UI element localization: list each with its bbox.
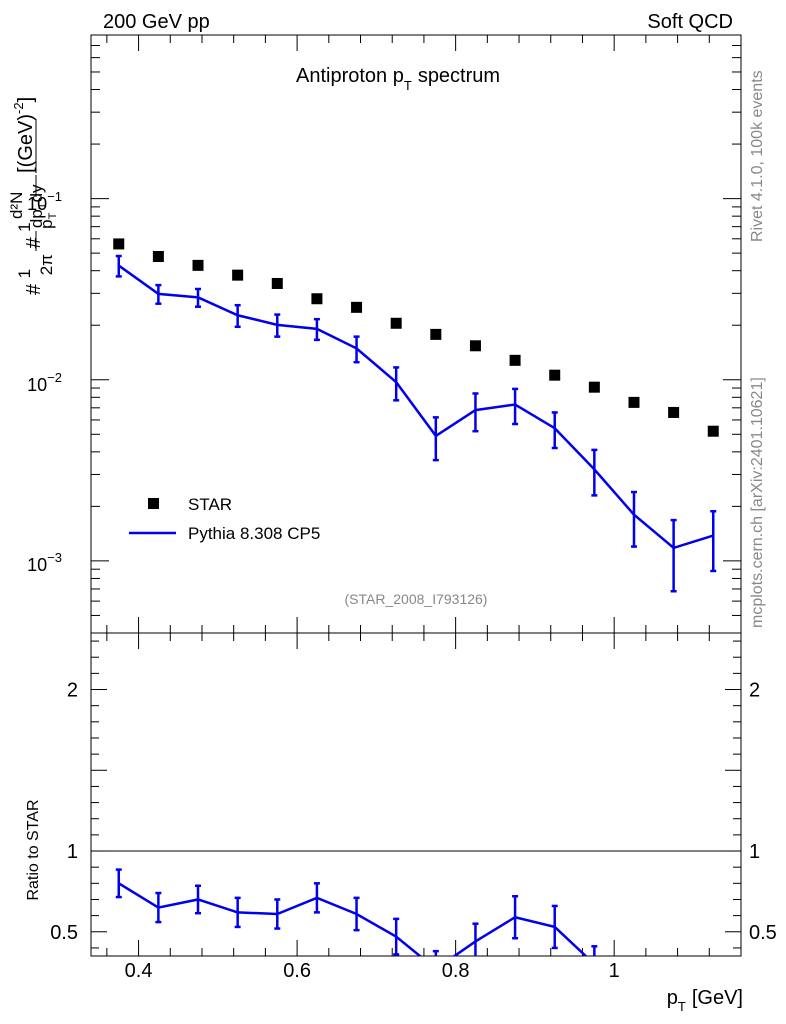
mcplots-label: mcplots.cern.ch [arXiv:2401.10621] <box>749 377 766 628</box>
data-point <box>509 354 521 366</box>
ratio-y-tick-label-right: 0.5 <box>749 922 777 944</box>
data-point <box>271 277 283 289</box>
x-tick-label: 0.4 <box>125 960 153 982</box>
y-axis-label: # 1 2π # 1 pT d²N dpTdy [(GeV)-2] <box>5 97 61 295</box>
data-series <box>113 238 719 437</box>
data-point <box>192 259 204 271</box>
data-point <box>311 293 323 305</box>
legend: STAR Pythia 8.308 CP5 <box>129 495 320 543</box>
data-point <box>668 406 680 418</box>
data-point <box>351 301 363 313</box>
ratio-y-label: Ratio to STAR <box>25 799 42 900</box>
header-right: Soft QCD <box>647 11 733 33</box>
ratio-y-tick-label-right: 2 <box>749 680 760 702</box>
data-point <box>430 328 442 340</box>
legend-label-star: STAR <box>188 495 232 514</box>
ratio-plot-frame <box>90 632 742 957</box>
x-axis-label: pT [GeV] <box>667 987 743 1014</box>
ratio-tick-labels: 0.5 0.5 1 1 2 2 <box>50 680 777 944</box>
main-plot-frame <box>90 34 742 634</box>
x-tick-label: 0.6 <box>283 960 311 982</box>
y-tick-label-1: 10−1 <box>27 189 62 214</box>
legend-label-pythia: Pythia 8.308 CP5 <box>188 524 320 543</box>
legend-marker-star <box>148 498 159 509</box>
analysis-id: (STAR_2008_I793126) <box>345 591 488 607</box>
data-point <box>232 269 244 281</box>
data-point <box>588 381 600 393</box>
ratio-y-tick-label-right: 1 <box>749 841 760 863</box>
ratio-y-tick-label: 0.5 <box>50 922 78 944</box>
y-tick-label-2: 10−2 <box>27 370 62 395</box>
y-tick-labels: 10−1 10−2 10−3 <box>27 189 62 575</box>
header-left: 200 GeV pp <box>103 11 210 33</box>
data-point <box>113 238 125 250</box>
x-tick-label: 1 <box>609 960 620 982</box>
ratio-y-tick-label: 2 <box>67 680 78 702</box>
data-point <box>469 340 481 352</box>
data-point <box>549 369 561 381</box>
main-axis-ticks <box>91 34 742 634</box>
mc-series <box>115 254 717 593</box>
x-tick-labels: 0.4 0.6 0.8 1 <box>125 960 620 982</box>
ratio-series <box>115 868 598 956</box>
mc-line <box>118 264 714 550</box>
data-point <box>707 425 719 437</box>
svg-text:# 1 2π #: # 1 2π # 1 pT d²N dpTdy [(GeV)-2] <box>5 97 61 295</box>
x-tick-label: 0.8 <box>442 960 470 982</box>
rivet-label: Rivet 4.1.0, 100k events <box>749 70 766 242</box>
data-point <box>390 317 402 329</box>
data-point <box>628 396 640 408</box>
y-tick-label-3: 10−3 <box>27 550 62 575</box>
data-point <box>152 251 164 263</box>
chart-title: Antiproton pT spectrum <box>296 65 500 93</box>
ratio-axis-ticks <box>91 633 742 956</box>
ratio-y-tick-label: 1 <box>67 841 78 863</box>
